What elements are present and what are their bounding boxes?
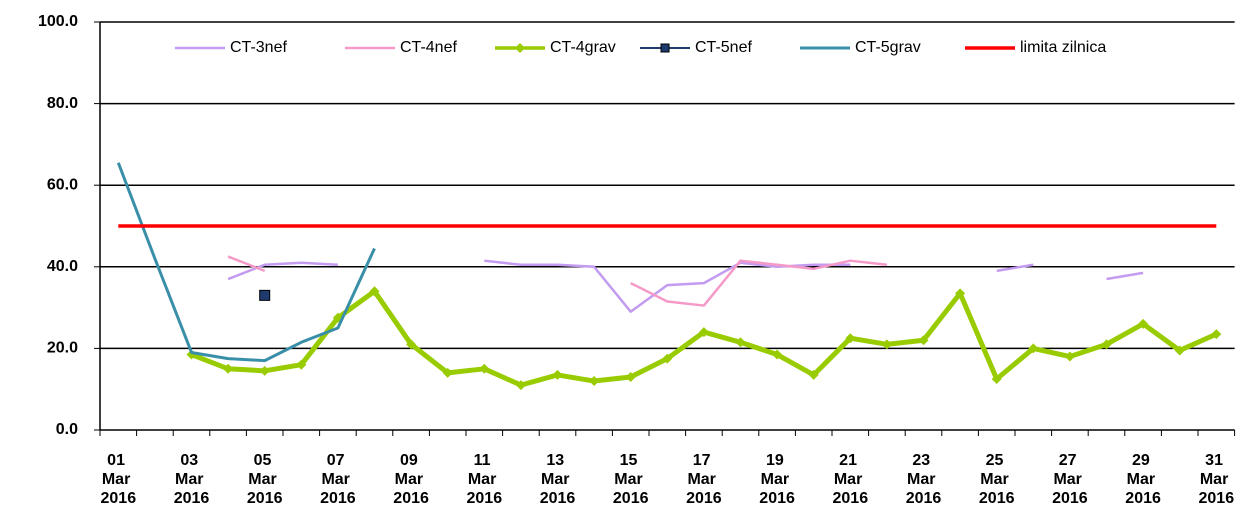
point-marker [735,337,746,348]
series-line [116,162,376,363]
legend-label: CT-4grav [550,39,616,56]
point-marker [1138,318,1149,329]
x-tick-label: 17 Mar 2016 [686,452,722,507]
point-marker [406,339,417,350]
legend: CT-3nef CT-4nef CT-4grav CT-5nef CT-5grav lim… [175,39,1106,56]
legend-label: CT-5nef [695,39,752,56]
point-marker [625,371,636,382]
legend-label: limita zilnica [1020,39,1106,56]
x-tick-label: 19 Mar 2016 [759,452,795,507]
x-tick-label: 09 Mar 2016 [393,452,429,507]
point-marker [1028,343,1039,354]
series-line [227,259,1144,313]
x-tick-label: 07 Mar 2016 [320,452,356,507]
point-marker [1101,339,1112,350]
x-tick-label: 01 Mar 2016 [101,452,137,507]
x-tick-label: 03 Mar 2016 [174,452,210,507]
x-tick-label: 15 Mar 2016 [613,452,649,507]
point-marker [991,374,1002,384]
x-tick-label: 21 Mar 2016 [833,452,869,507]
point-marker [845,333,856,344]
legend-label: CT-3nef [230,39,287,56]
point-marker [515,380,526,391]
y-tick-label: 20.0 [47,340,78,357]
x-tick-label: 29 Mar 2016 [1125,452,1161,507]
point-marker [442,367,453,378]
y-tick-label: 100.0 [38,13,78,30]
point-marker [223,363,234,374]
y-tick-label: 40.0 [47,258,78,275]
point-marker [369,286,380,297]
x-tick-label: 25 Mar 2016 [979,452,1015,507]
legend-label: CT-5grav [855,39,921,56]
point-marker [772,349,783,360]
point-marker [259,365,270,376]
series-line [227,255,888,307]
point-marker [479,363,490,374]
point-marker [698,327,709,338]
y-tick-label: 60.0 [47,176,78,193]
point-marker [808,369,819,380]
y-tick-label: 80.0 [47,95,78,112]
x-tick-label: 27 Mar 2016 [1052,452,1088,507]
x-tick-label: 31 Mar 2016 [1199,452,1235,507]
point-marker [589,376,600,387]
point-marker [1211,329,1222,340]
legend-marker [660,43,670,53]
legend-marker [515,43,525,53]
point-marker [259,289,271,301]
y-tick-label: 0.0 [56,421,78,438]
x-tick-label: 05 Mar 2016 [247,452,283,507]
point-marker [881,339,892,350]
x-tick-label: 11 Mar 2016 [467,452,503,507]
legend-label: CT-4nef [400,39,457,56]
x-tick-label: 23 Mar 2016 [906,452,942,507]
point-marker [955,288,966,299]
point-marker [1064,351,1075,362]
point-marker [918,335,929,346]
x-tick-label: 13 Mar 2016 [540,452,576,507]
point-marker [296,359,307,370]
point-marker [1174,345,1185,356]
point-marker [552,369,563,380]
point-marker [662,353,673,364]
